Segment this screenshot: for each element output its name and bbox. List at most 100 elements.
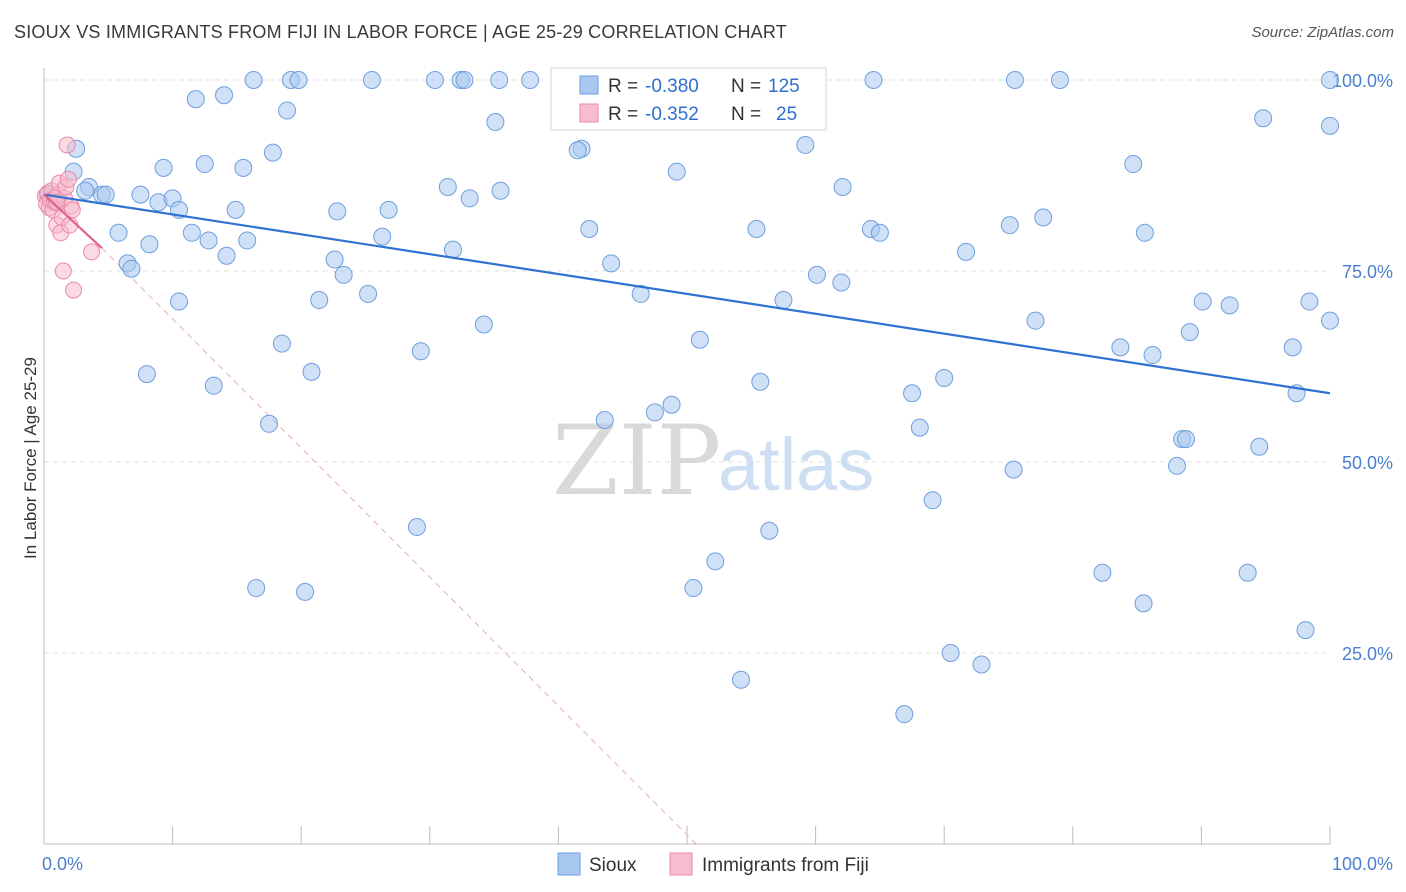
watermark-atlas: atlas [718, 423, 874, 506]
sioux-point-96 [972, 655, 991, 674]
x-tick-labels: 0.0% 100.0% [42, 854, 1393, 874]
legend-sioux-r-value: -0.380 [645, 76, 699, 97]
sioux-point-57 [486, 113, 505, 132]
sioux-point-115 [1238, 563, 1257, 582]
legend-swatch-fiji [579, 103, 599, 123]
legend-fiji-r-value: -0.352 [645, 104, 699, 125]
sioux-point-27 [226, 200, 245, 219]
sioux-point-12 [131, 185, 150, 204]
sioux-point-91 [910, 418, 929, 437]
fiji-extended-trend [101, 247, 697, 845]
watermark-zip: ZIP [552, 405, 721, 517]
bottom-legend-swatch-fiji [669, 852, 693, 876]
legend-sioux-n-label: N = [731, 76, 761, 97]
sioux-point-29 [238, 231, 257, 250]
sioux-point-24 [204, 376, 223, 395]
sioux-point-84 [832, 273, 851, 292]
sioux-point-112 [1180, 323, 1199, 342]
sioux-point-100 [1026, 311, 1045, 330]
sioux-point-21 [186, 90, 205, 109]
sioux-point-106 [1134, 594, 1153, 613]
sioux-point-107 [1135, 223, 1154, 242]
chart-title: SIOUX VS IMMIGRANTS FROM FIJI IN LABOR F… [14, 22, 787, 42]
sioux-point-41 [325, 250, 344, 269]
sioux-point-68 [631, 284, 650, 303]
legend-sioux-n-value: 125 [768, 76, 800, 97]
sioux-point-56 [474, 315, 493, 334]
sioux-point-25 [215, 86, 234, 105]
sioux-point-37 [289, 71, 308, 89]
y-axis-title: In Labor Force | Age 25-29 [21, 357, 40, 559]
trendlines [43, 193, 1331, 395]
legend-fiji-r-label: R = [608, 104, 638, 125]
bottom-legend-label-sioux: Sioux [589, 855, 637, 876]
sioux-point-48 [407, 517, 426, 536]
fiji-point-18 [59, 170, 77, 188]
sioux-point-93 [935, 368, 954, 387]
sioux-point-16 [154, 158, 173, 177]
fiji-point-23 [83, 243, 101, 261]
bottom-legend-swatch-sioux [557, 852, 581, 876]
sioux-point-92 [923, 491, 942, 510]
y-tick-label-75: 75.0% [1342, 262, 1393, 282]
sioux-point-81 [774, 291, 793, 310]
sioux-point-11 [122, 259, 141, 278]
sioux-point-74 [706, 552, 725, 571]
fiji-trendline [43, 193, 103, 249]
sioux-point-101 [1034, 208, 1053, 227]
sioux-point-9 [109, 223, 128, 242]
sioux-point-30 [244, 71, 263, 89]
sioux-point-34 [272, 334, 291, 353]
sioux-point-35 [278, 101, 297, 120]
sioux-point-121 [1300, 292, 1319, 311]
sioux-point-123 [1321, 116, 1339, 135]
sioux-point-44 [359, 284, 378, 303]
sioux-point-103 [1093, 563, 1112, 582]
sioux-point-99 [1005, 71, 1024, 89]
x-tick-label-max: 100.0% [1332, 854, 1393, 874]
sioux-point-28 [234, 158, 253, 177]
sioux-point-88 [870, 223, 889, 242]
sioux-point-105 [1124, 155, 1143, 174]
sioux-point-71 [667, 162, 686, 181]
sioux-point-72 [684, 579, 703, 598]
sioux-point-38 [296, 582, 315, 601]
watermark: ZIP atlas [552, 405, 874, 517]
y-tick-label-50: 50.0% [1342, 453, 1393, 473]
sioux-point-111 [1176, 430, 1195, 449]
sioux-point-19 [170, 292, 189, 311]
sioux-point-54 [455, 71, 474, 89]
fiji-point-17 [58, 136, 76, 154]
sioux-point-82 [796, 135, 815, 154]
y-tick-labels: 25.0% 50.0% 75.0% 100.0% [1332, 71, 1393, 664]
sioux-point-109 [1167, 456, 1186, 475]
fiji-point-21 [63, 201, 81, 219]
sioux-point-43 [334, 265, 353, 284]
fiji-point-14 [54, 262, 72, 280]
sioux-point-39 [302, 362, 321, 381]
sioux-point-77 [747, 219, 766, 238]
sioux-point-98 [1004, 460, 1023, 479]
sioux-point-76 [732, 670, 751, 689]
sioux-point-32 [247, 579, 266, 598]
sioux-point-83 [807, 265, 826, 284]
sioux-point-69 [645, 403, 664, 422]
sioux-point-120 [1296, 621, 1315, 640]
sioux-point-23 [199, 231, 218, 250]
sioux-point-118 [1283, 338, 1302, 357]
sioux-point-52 [443, 240, 462, 259]
sioux-point-65 [595, 410, 614, 429]
sioux-point-55 [460, 189, 479, 208]
sioux-point-79 [760, 521, 779, 540]
sioux-point-8 [96, 185, 115, 204]
sioux-point-42 [328, 202, 347, 221]
sioux-point-117 [1250, 437, 1269, 456]
sioux-point-49 [411, 342, 430, 361]
sioux-point-89 [895, 705, 914, 724]
sioux-point-64 [580, 219, 599, 238]
bottom-legend: Sioux Immigrants from Fiji [557, 852, 869, 876]
legend-fiji-n-label: N = [731, 104, 761, 125]
sioux-point-14 [137, 365, 156, 384]
fiji-point-22 [65, 281, 83, 299]
